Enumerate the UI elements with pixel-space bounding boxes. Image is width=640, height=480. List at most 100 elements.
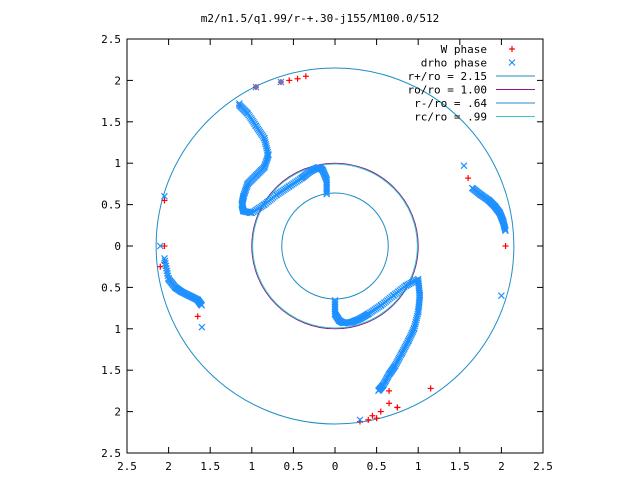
arm-5-mark-9-84 <box>331 298 339 306</box>
reference-circles <box>155 67 515 425</box>
circle-0 <box>155 67 515 425</box>
arm-3-mark-5-84-b <box>501 226 509 233</box>
arm-3-mark-5-72-b <box>501 224 509 232</box>
series-1-point-4-b <box>156 242 164 250</box>
x-tick-label-2: 1.5 <box>200 460 220 473</box>
legend-swatch-1-b <box>508 59 516 66</box>
arm-4-mark-1-84-b <box>415 306 422 314</box>
arm-0-mark-3-36-b <box>262 140 270 148</box>
y-tick-label-4: 0.5 <box>101 281 121 294</box>
phase-markers <box>156 73 509 425</box>
x-tick-label-8: 1.5 <box>450 460 470 473</box>
series-0-point-14 <box>502 243 509 249</box>
x-tick-label-3: 1 <box>248 460 255 473</box>
y-tick-label-6: 0.5 <box>101 199 121 212</box>
y-tick-label-2: 1.5 <box>101 364 121 377</box>
series-0-point-24 <box>394 404 401 411</box>
arm-4-mark-2-48-b <box>412 316 420 324</box>
series-1-point-7-b <box>497 292 505 300</box>
series-0-point-18 <box>377 408 384 415</box>
x-tick-label-4: 0.5 <box>283 460 303 473</box>
axis-ticks: 2.5 2 1.5 1 0.5 0 0.5 1 1.5 2 2.52.521.510.500.511… <box>101 33 553 473</box>
series-1-point-6-b <box>460 162 468 170</box>
series-0-point-13 <box>465 175 472 182</box>
series-1-point-8-b <box>356 416 364 424</box>
arm-4-mark-8-96 <box>375 387 382 395</box>
arm-0-mark-3-60 <box>263 144 271 152</box>
legend-label-4: r-/ro = .64 <box>414 97 487 110</box>
x-tick-label-5: 0 <box>332 460 339 473</box>
legend-swatch-0 <box>509 46 515 52</box>
legend-swatch-1 <box>508 59 516 66</box>
arm-3-mark-5-60-b <box>501 223 508 231</box>
series-1-point-4 <box>156 242 164 250</box>
series-1-point-3-b <box>161 192 168 200</box>
series-1-point-2-b <box>277 78 285 86</box>
series-0-point-8 <box>161 197 168 204</box>
arm-0-mark-3-12 <box>261 136 269 144</box>
arm-2-mark-0-84-b <box>164 272 172 280</box>
y-tick-label-3: 1 <box>114 323 121 336</box>
arm-4-mark-2-12 <box>414 310 422 318</box>
arm-1-mark-8-84-b <box>323 188 331 196</box>
legend-label-1: drho phase <box>421 57 487 70</box>
arm-1-mark-8-96-b <box>323 190 331 198</box>
y-tick-label-5: 0 <box>114 240 121 253</box>
series-0-point-16 <box>365 416 372 423</box>
series-0-point-15 <box>386 387 393 394</box>
arm-3-mark-5-96-b <box>502 227 509 235</box>
x-tick-label-0: 2.5 <box>117 460 137 473</box>
legend-label-5: rc/ro = .99 <box>414 111 487 124</box>
arm-1-mark-8-96 <box>323 190 331 198</box>
x-tick-label-1: 2 <box>165 460 172 473</box>
arm-4-mark-2-12-b <box>414 310 422 318</box>
arm-4-mark-2-36 <box>413 314 421 322</box>
series-0-point-23 <box>373 415 380 422</box>
arm-0-mark-3-48 <box>262 142 270 150</box>
circle-1 <box>251 162 419 330</box>
series-1-point-1-b <box>252 83 260 91</box>
arm-5-mark-9-96 <box>331 296 339 304</box>
series-0-point-21 <box>427 385 434 392</box>
arm-0-mark-3-36 <box>262 140 270 148</box>
x-tick-label-6: 0.5 <box>367 460 387 473</box>
arm-2-mark-5-96 <box>198 301 206 309</box>
x-tick-label-10: 2.5 <box>533 460 553 473</box>
series-0-point-4 <box>294 75 301 82</box>
series-1-point-6 <box>460 162 468 170</box>
y-tick-label-9: 2 <box>114 74 121 87</box>
arm-4-mark-2-60-b <box>412 318 420 326</box>
arm-0-mark-3-60-b <box>263 144 271 152</box>
arm-3-mark-5-96 <box>502 227 509 235</box>
legend-label-0: W phase <box>441 43 487 56</box>
series-0-point-11 <box>161 243 168 249</box>
legend-label-2: r+/ro = 2.15 <box>408 70 487 83</box>
arm-4-mark-2-24 <box>413 312 421 320</box>
series-1-point-7 <box>497 292 505 300</box>
series-1-point-1 <box>252 83 260 91</box>
arm-0-mark-3-12-b <box>261 136 269 144</box>
series-0-point-12 <box>194 313 201 320</box>
arm-0-mark-3-24-b <box>261 138 269 146</box>
arm-4-mark-2-0-b <box>414 308 422 316</box>
arm-4-mark-2-48 <box>412 316 420 324</box>
series-1-point-3 <box>161 192 168 200</box>
series-0-point-10 <box>157 263 164 270</box>
series-1-point-0-b <box>235 100 243 108</box>
arm-4-mark-2-36-b <box>413 314 421 322</box>
arm-1-mark-8-84 <box>323 188 331 196</box>
y-tick-label-8: 1.5 <box>101 116 121 129</box>
arm-0-mark-3-24 <box>261 138 269 146</box>
arm-4-mark-2-72-b <box>411 320 419 328</box>
circle-3 <box>252 163 418 329</box>
series-0-point-3 <box>286 77 293 84</box>
y-tick-label-1: 2 <box>114 406 121 419</box>
series-1-point-5 <box>198 323 206 331</box>
legend-label-3: ro/ro = 1.00 <box>408 84 487 97</box>
arm-2-mark-5-96-b <box>198 301 206 309</box>
arm-4-mark-2-60 <box>412 318 420 326</box>
arm-4-mark-8-96-b <box>375 387 382 395</box>
y-tick-label-0: 2.5 <box>101 447 121 460</box>
arm-3-mark-5-72 <box>501 224 509 232</box>
